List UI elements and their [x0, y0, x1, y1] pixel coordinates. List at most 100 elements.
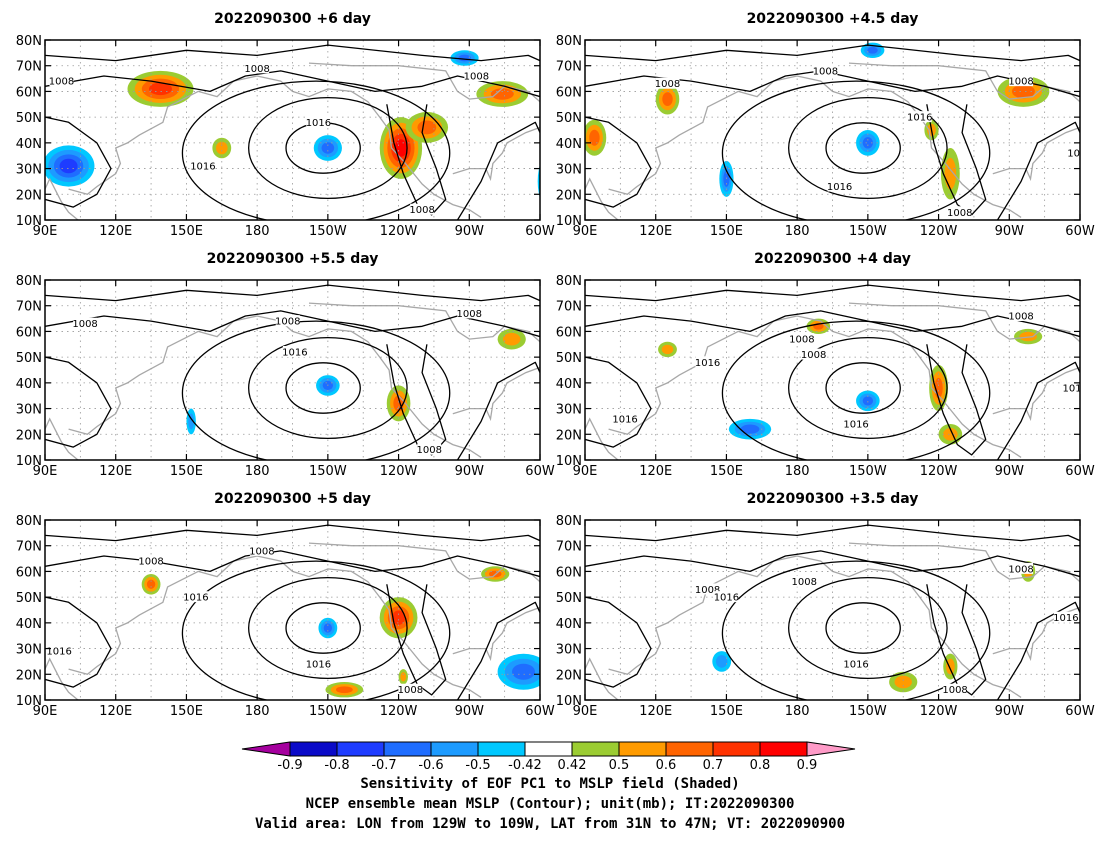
pressure-contour	[248, 336, 408, 440]
pressure-contour	[585, 356, 652, 448]
lon-tick-label: 60W	[1065, 224, 1095, 239]
lat-tick-label: 60N	[16, 565, 42, 580]
lat-tick-label: 30N	[16, 403, 42, 418]
colorbar-tick-label: -0.42	[508, 758, 542, 770]
lat-tick-label: 60N	[556, 85, 582, 100]
pressure-contour	[788, 336, 948, 440]
contour-label: 1008	[138, 557, 163, 568]
lon-tick-label: 120W	[920, 704, 958, 719]
pressure-contour	[456, 361, 540, 460]
figure-caption: Sensitivity of EOF PC1 to MSLP field (Sh…	[0, 774, 1100, 834]
contour-label-bg	[49, 75, 74, 87]
contour-label-bg	[1009, 562, 1034, 574]
caption-line-1: Sensitivity of EOF PC1 to MSLP field (Sh…	[360, 776, 740, 792]
colorbar-swatch	[477, 741, 526, 757]
pressure-contour	[45, 116, 112, 208]
contour-label: 1008	[1008, 77, 1033, 88]
sensitivity-shade	[146, 579, 156, 589]
pressure-contour	[45, 550, 540, 578]
pressure-contour	[456, 601, 540, 700]
lon-tick-label: 90E	[33, 464, 58, 479]
lat-tick-label: 50N	[16, 591, 42, 606]
lat-tick-label: 20N	[556, 188, 582, 203]
lon-tick-label: 180	[785, 464, 810, 479]
panel-title: 2022090300 +6 day	[214, 11, 371, 27]
lon-tick-label: 120E	[99, 224, 132, 239]
lat-tick-label: 20N	[556, 428, 582, 443]
contour-label-bg	[1063, 382, 1080, 393]
contour-label: 1016	[843, 660, 868, 671]
sensitivity-shade	[335, 686, 353, 694]
sensitivity-shade	[661, 344, 674, 355]
contour-label: 1016	[1067, 149, 1092, 160]
contour-label: 1008	[942, 685, 967, 696]
pressure-contour	[585, 596, 652, 688]
contour-label: 1016	[827, 182, 852, 193]
contour-label-bg	[410, 203, 435, 215]
contour-label-bg	[695, 356, 720, 368]
sensitivity-shade	[740, 424, 760, 434]
sensitivity-shade	[417, 120, 437, 135]
lon-tick-label: 90W	[995, 704, 1025, 719]
lat-tick-label: 20N	[16, 188, 42, 203]
pressure-contour	[996, 121, 1080, 220]
contour-label-bg	[183, 591, 208, 603]
pressure-contour	[1079, 643, 1080, 700]
lat-tick-label: 10N	[556, 214, 582, 229]
sensitivity-shade	[1094, 668, 1100, 690]
panel-title: 2022090300 +5 day	[214, 491, 371, 507]
colorbar-tick-label: 0.6	[656, 758, 677, 770]
map-panel-1: 1008 1008 1008 1016 1016 1008 90E 120E 150E 180 15…	[16, 11, 555, 239]
pressure-contour	[585, 70, 1080, 98]
contour-label: 1016	[46, 647, 71, 658]
pressure-contour	[788, 576, 948, 680]
lat-tick-label: 50N	[556, 351, 582, 366]
lat-tick-label: 40N	[16, 137, 42, 152]
sensitivity-shade	[1096, 673, 1100, 687]
colorbar-extend-low	[241, 741, 291, 757]
panel-frame	[584, 279, 1081, 461]
coastline	[848, 542, 1080, 662]
contour-label-bg	[844, 418, 869, 429]
lat-tick-label: 10N	[16, 694, 42, 709]
lon-tick-label: 120E	[639, 224, 672, 239]
contour-label-bg	[844, 658, 869, 669]
pressure-contour	[45, 310, 540, 338]
lat-tick-label: 10N	[16, 454, 42, 469]
contour-label-bg	[907, 111, 932, 123]
contour-label: 1016	[306, 118, 331, 129]
lon-tick-label: 180	[785, 224, 810, 239]
contour-label: 1016	[695, 358, 720, 369]
coastline	[308, 302, 540, 422]
sensitivity-shade	[894, 675, 912, 689]
contour-label-bg	[457, 307, 482, 319]
pressure-contour	[996, 601, 1080, 700]
lat-tick-label: 20N	[556, 668, 582, 683]
lat-tick-label: 70N	[16, 300, 42, 315]
pressure-contour	[585, 550, 1080, 578]
lat-tick-label: 80N	[16, 514, 42, 529]
contour-label: 1016	[907, 113, 932, 124]
pressure-contour	[585, 284, 1080, 302]
contour-label-bg	[947, 206, 972, 218]
pressure-contour	[45, 356, 112, 448]
coastline	[585, 657, 619, 700]
coastline	[608, 555, 1022, 698]
pressure-contour	[585, 44, 1080, 62]
lon-tick-label: 150W	[849, 224, 887, 239]
contour-label-bg	[801, 348, 826, 360]
lat-tick-label: 60N	[16, 85, 42, 100]
contour-label: 1016	[612, 414, 637, 425]
lon-tick-label: 60W	[525, 224, 555, 239]
lon-tick-label: 120E	[99, 464, 132, 479]
lat-tick-label: 20N	[16, 428, 42, 443]
contour-label: 1008	[72, 319, 97, 330]
pressure-contour	[45, 596, 112, 688]
panel-frame	[44, 519, 541, 701]
sensitivity-shade	[662, 92, 673, 107]
lat-tick-label: 80N	[16, 34, 42, 49]
colorbar-tick-label: -0.5	[465, 758, 490, 770]
pressure-contour	[45, 284, 540, 302]
contour-label-bg	[275, 315, 300, 327]
